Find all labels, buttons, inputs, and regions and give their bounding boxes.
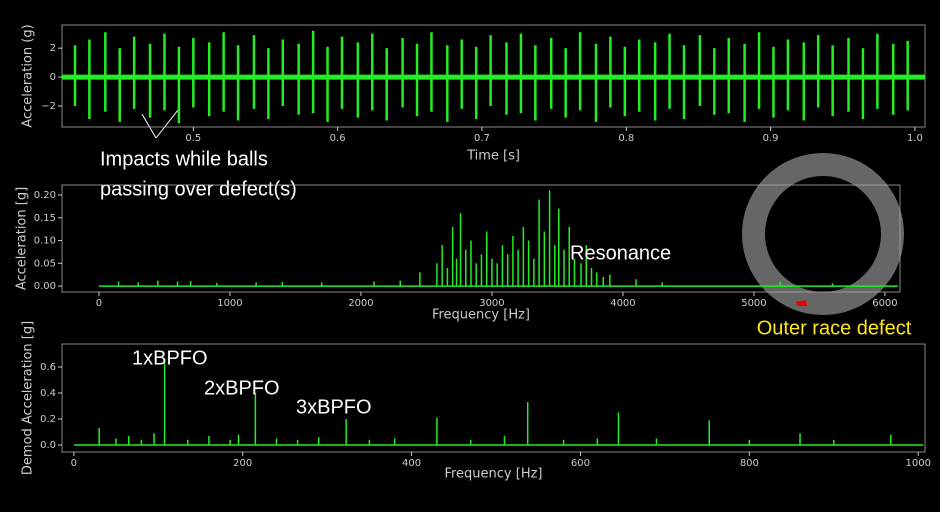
x-tick-label: 600 [571, 458, 590, 469]
x-tick-label: 2000 [348, 298, 373, 309]
x-tick-label: 0.7 [474, 133, 490, 144]
arrow [141, 113, 157, 139]
x-tick-label: 0.9 [763, 133, 779, 144]
x-tick-label: 400 [402, 458, 421, 469]
y-tick-label: 0.0 [40, 440, 56, 451]
x-axis-label: Frequency [Hz] [432, 308, 530, 323]
x-tick-label: 0.6 [330, 133, 346, 144]
y-tick-label: 0.10 [34, 236, 56, 247]
y-tick-label: 0.6 [40, 362, 56, 373]
x-axis-label: Time [s] [466, 149, 520, 164]
x-tick-label: 0 [96, 298, 102, 309]
y-axis-label: Acceleration [g] [15, 187, 30, 290]
annotation: Resonance [570, 242, 671, 264]
annotation: 3xBPFO [296, 396, 372, 418]
x-tick-label: 1.0 [907, 133, 923, 144]
x-tick-label: 800 [740, 458, 759, 469]
x-tick-label: 6000 [872, 298, 897, 309]
x-tick-label: 1000 [906, 458, 931, 469]
y-tick-label: −2 [41, 101, 56, 112]
y-tick-label: 0.4 [40, 388, 56, 399]
y-axis-label: Acceleration (g) [21, 24, 36, 127]
annotation: 2xBPFO [204, 377, 280, 399]
x-tick-label: 200 [233, 458, 252, 469]
y-tick-label: 0.00 [34, 281, 56, 292]
annotation: Impacts while balls [100, 148, 268, 170]
plot-frame [61, 343, 926, 453]
x-tick-label: 0.5 [185, 133, 201, 144]
annotation: 1xBPFO [132, 347, 208, 369]
y-tick-label: 0.20 [34, 190, 56, 201]
plot-frame [61, 184, 901, 293]
annotation: passing over defect(s) [100, 178, 297, 200]
x-tick-label: 5000 [741, 298, 766, 309]
y-tick-label: 0.2 [40, 414, 56, 425]
y-axis-label: Demod Acceleration [g] [21, 321, 36, 475]
y-tick-label: 0.15 [34, 213, 56, 224]
x-tick-label: 0 [71, 458, 77, 469]
x-tick-label: 3000 [479, 298, 504, 309]
y-tick-label: 0 [50, 72, 56, 83]
y-tick-label: 2 [50, 43, 56, 54]
defect-mark [796, 300, 807, 306]
bearing-ring [742, 153, 904, 315]
x-tick-label: 1000 [217, 298, 242, 309]
x-axis-label: Frequency [Hz] [444, 467, 542, 482]
x-tick-label: 4000 [610, 298, 635, 309]
x-tick-label: 0.8 [618, 133, 634, 144]
arrow [155, 109, 179, 139]
y-tick-label: 0.05 [34, 258, 56, 269]
diagram-label: Outer race defect [757, 317, 912, 339]
